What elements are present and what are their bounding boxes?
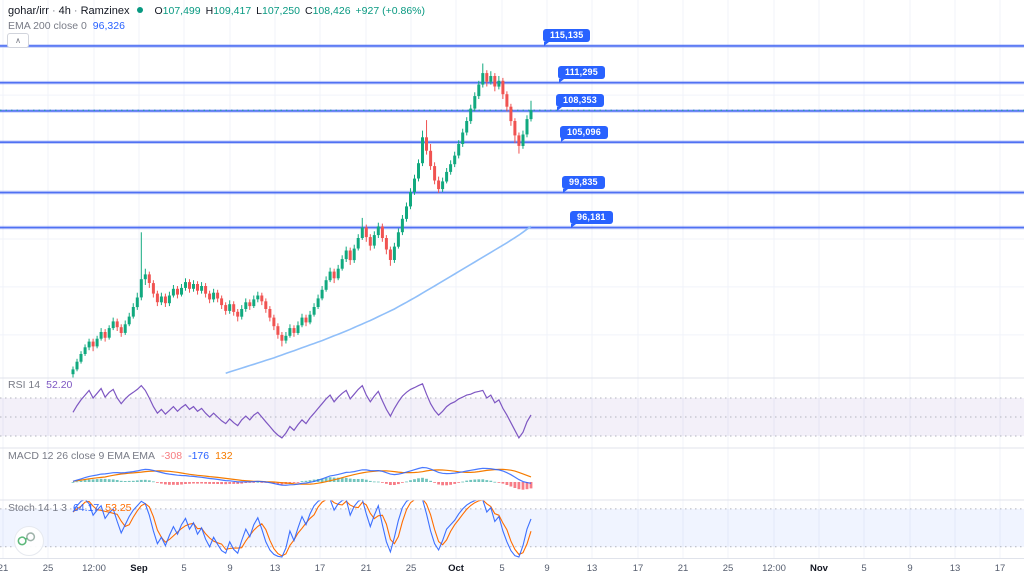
time-axis-label: 9: [907, 563, 913, 574]
stoch-title: Stoch 14 1 3: [8, 502, 67, 514]
time-axis[interactable]: 21 25 12:00 Sep 5 9 13 17 21 25 Oct 5 9 13 17 21 25 12:00…: [0, 558, 1024, 576]
horizontal-gridlines: [0, 46, 1024, 336]
time-axis-label: 5: [181, 563, 187, 574]
title-separator: ·: [51, 5, 56, 17]
ema-legend-value: 96,326: [92, 20, 125, 32]
time-axis-label: 9: [227, 563, 233, 574]
open-label: O: [154, 5, 163, 17]
ema200-line: [225, 225, 532, 374]
rsi-value: 52.20: [46, 379, 73, 391]
macd-title: MACD 12 26 close 9 EMA EMA: [8, 450, 156, 462]
low-label: L: [256, 5, 263, 17]
rsi-pane: [0, 382, 1024, 440]
market-status-dot: [137, 7, 144, 13]
time-axis-label: 17: [994, 563, 1006, 574]
time-axis-label: 5: [499, 563, 505, 574]
stoch-pane: [0, 500, 1024, 558]
rsi-legend[interactable]: RSI 14 52.20: [8, 379, 72, 391]
time-axis-label: 25: [722, 563, 734, 574]
title-separator: ·: [73, 5, 78, 17]
time-axis-label: 9: [544, 563, 550, 574]
price-level-label[interactable]: 105,096: [560, 125, 608, 143]
stoch-k-value: 64.17: [72, 502, 100, 514]
symbol-title-row[interactable]: gohar/irr · 4h · Ramzinex O107,499 H109,417 L10…: [8, 4, 425, 19]
macd-line-value: -176: [188, 450, 210, 462]
price-level-label[interactable]: 111,295: [558, 66, 605, 83]
macd-legend[interactable]: MACD 12 26 close 9 EMA EMA -308 -176 132: [8, 450, 233, 462]
time-axis-label: 25: [42, 563, 54, 574]
rsi-title: RSI 14: [8, 379, 41, 391]
macd-hist-value: -308: [161, 450, 183, 462]
price-level-label[interactable]: 115,135: [543, 29, 591, 46]
change-value: +927 (+0.86%): [355, 5, 426, 17]
stoch-d-value: 53.25: [105, 502, 132, 514]
ramzinex-logo-icon: [17, 532, 36, 546]
time-axis-label: 12:00: [762, 563, 786, 574]
symbol-interval[interactable]: 4h: [58, 5, 71, 17]
candlestick-series: [71, 63, 533, 378]
time-axis-label: Nov: [810, 563, 828, 574]
close-value: 108,426: [312, 5, 351, 17]
time-axis-label: 13: [269, 563, 281, 574]
time-axis-label: 17: [314, 563, 326, 574]
time-axis-label: Oct: [448, 563, 464, 574]
symbol-exchange[interactable]: Ramzinex: [80, 5, 130, 17]
time-axis-label: Sep: [130, 563, 148, 574]
chart-canvas[interactable]: [0, 0, 1024, 558]
time-axis-label: 13: [586, 563, 598, 574]
low-value: 107,250: [262, 5, 300, 17]
time-axis-label: 21: [677, 563, 689, 574]
open-value: 107,499: [162, 5, 201, 17]
price-level-lines[interactable]: [0, 44, 1024, 230]
stoch-legend[interactable]: Stoch 14 1 3 64.17 53.25: [8, 502, 132, 514]
time-axis-label: 5: [861, 563, 867, 574]
price-level-label[interactable]: 108,353: [556, 94, 604, 111]
time-axis-label: 13: [949, 563, 961, 574]
close-label: C: [304, 5, 313, 17]
macd-signal-value: 132: [215, 450, 233, 462]
macd-pane: [71, 466, 533, 490]
collapse-legend-button[interactable]: ∧: [7, 33, 29, 48]
time-axis-label: 21: [360, 563, 372, 574]
high-label: H: [205, 5, 214, 17]
exchange-watermark: [14, 526, 44, 556]
ema-legend-title: EMA 200 close 0: [8, 20, 87, 32]
time-axis-label: 21: [0, 563, 9, 574]
time-axis-label: 25: [405, 563, 417, 574]
high-value: 109,417: [213, 5, 252, 17]
time-axis-label: 17: [632, 563, 644, 574]
ema-legend-row[interactable]: EMA 200 close 0 96,326: [8, 19, 425, 33]
price-level-label[interactable]: 96,181: [570, 211, 613, 228]
price-level-label[interactable]: 99,835: [562, 176, 605, 193]
symbol-name[interactable]: gohar/irr: [8, 5, 49, 17]
time-axis-label: 12:00: [82, 563, 106, 574]
symbol-legend: gohar/irr · 4h · Ramzinex O107,499 H109,417 L10…: [8, 4, 425, 33]
